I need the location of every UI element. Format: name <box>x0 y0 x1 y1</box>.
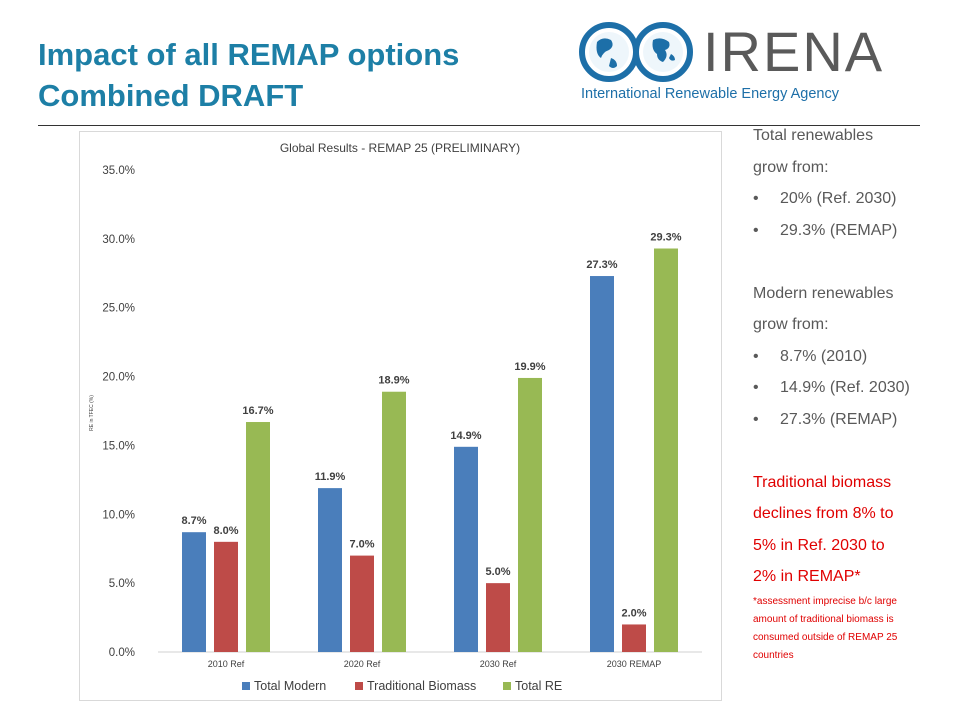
data-label: 19.9% <box>514 361 545 373</box>
bar-chart: Global Results - REMAP 25 (PRELIMINARY) … <box>89 141 702 693</box>
data-label: 14.9% <box>450 430 481 442</box>
data-label: 16.7% <box>242 405 273 417</box>
bullet-glyph: • <box>753 379 759 396</box>
data-label: 29.3% <box>650 231 681 243</box>
y-tick-label: 20.0% <box>102 372 135 384</box>
bar <box>214 541 238 652</box>
bullet-item: • 8.7% (2010) <box>753 341 958 373</box>
slide-title-line-1: Impact of all REMAP options <box>38 37 460 72</box>
side-notes: Total renewables grow from: • 20% (Ref. 2… <box>753 120 958 665</box>
x-tick-label: 2020 Ref <box>344 659 381 669</box>
slide-title-line-2: Combined DRAFT <box>38 78 304 113</box>
bullet-text: 20% (Ref. 2030) <box>780 190 897 207</box>
footnote-line: *assessment imprecise b/c large <box>753 595 897 607</box>
renewables-heading-1: Total renewables <box>753 127 874 144</box>
bullet-item: • 20% (Ref. 2030) <box>753 183 958 215</box>
legend-label: Traditional Biomass <box>367 679 476 693</box>
irena-logo: IRENA International Renewable Energy Age… <box>575 14 895 114</box>
biomass-line: Traditional biomass <box>753 473 892 491</box>
bullet-item: • 29.3% (REMAP) <box>753 215 958 247</box>
data-label: 2.0% <box>621 607 646 619</box>
biomass-line: 2% in REMAP* <box>753 568 861 585</box>
x-tick-label: 2030 Ref <box>480 659 517 669</box>
bullet-glyph: • <box>753 410 759 428</box>
y-axis-label: RE in TFEC (%) <box>89 395 95 431</box>
legend-label: Total Modern <box>254 679 326 693</box>
bullet-text: 8.7% (2010) <box>780 347 868 365</box>
legend-swatch <box>355 682 363 690</box>
bullet-glyph: • <box>753 221 759 239</box>
bar <box>350 555 374 652</box>
title-divider <box>38 125 920 126</box>
modern-heading-1: Modern renewables <box>753 284 894 302</box>
bar <box>318 488 342 652</box>
slide-title: Impact of all REMAP options Combined DRA… <box>38 34 558 116</box>
bullet-item: • 27.3% (REMAP) <box>753 404 958 436</box>
bar <box>622 624 646 652</box>
chart-frame: Global Results - REMAP 25 (PRELIMINARY) … <box>79 131 722 701</box>
renewables-heading-2: grow from: <box>753 158 829 176</box>
bullet-text: 27.3% (REMAP) <box>780 410 898 428</box>
biomass-line: 5% in Ref. 2030 to <box>753 536 885 554</box>
y-tick-label: 30.0% <box>102 234 135 246</box>
x-tick-label: 2030 REMAP <box>607 659 662 669</box>
data-label: 8.7% <box>181 515 206 527</box>
data-label: 27.3% <box>586 259 617 271</box>
bullet-item: • 14.9% (Ref. 2030) <box>753 372 958 404</box>
bullet-text: 14.9% (Ref. 2030) <box>780 379 910 396</box>
globe-logo-icon <box>579 22 693 82</box>
legend: Total Modern Traditional Biomass Total RE <box>242 679 562 693</box>
bar <box>654 248 678 653</box>
bullet-glyph: • <box>753 347 759 365</box>
data-label: 5.0% <box>485 566 510 578</box>
data-label: 18.9% <box>378 375 409 387</box>
biomass-line: declines from 8% to <box>753 505 894 522</box>
bar <box>182 532 206 652</box>
legend-label: Total RE <box>515 679 562 693</box>
data-label: 11.9% <box>315 471 346 483</box>
data-label: 8.0% <box>213 525 238 537</box>
bar <box>454 446 478 652</box>
x-tick-label: 2010 Ref <box>208 659 245 669</box>
y-tick-label: 25.0% <box>102 303 135 315</box>
legend-swatch <box>242 682 250 690</box>
data-label: 7.0% <box>349 539 374 551</box>
bullet-glyph: • <box>753 190 759 207</box>
bullet-text: 29.3% (REMAP) <box>780 221 898 239</box>
bars-group <box>182 248 678 653</box>
footnote-line: amount of traditional biomass is <box>753 613 894 625</box>
chart-title: Global Results - REMAP 25 (PRELIMINARY) <box>280 141 520 155</box>
y-tick-label: 5.0% <box>109 578 135 590</box>
logo-wordmark: IRENA <box>703 20 885 83</box>
y-tick-label: 15.0% <box>102 440 135 452</box>
bar <box>246 422 270 652</box>
y-tick-label: 0.0% <box>109 647 135 659</box>
logo-subtitle: International Renewable Energy Agency <box>581 86 839 102</box>
bar <box>486 583 510 652</box>
bar <box>518 377 542 652</box>
y-axis-ticks: 0.0% 5.0% 10.0% 15.0% 20.0% 25.0% 30.0% 35.0% <box>102 165 135 659</box>
data-labels-group: 8.7% 8.0% 16.7% 11.9% 7.0% 18.9% 14.9% 5.0% 19.9… <box>181 231 681 619</box>
legend-swatch <box>503 682 511 690</box>
x-axis-ticks: 2010 Ref 2020 Ref 2030 Ref 2030 REMAP <box>208 659 662 669</box>
y-tick-label: 35.0% <box>102 165 135 177</box>
footnote-line: countries <box>753 649 794 661</box>
bar <box>590 276 614 652</box>
y-tick-label: 10.0% <box>102 509 135 521</box>
modern-heading-2: grow from: <box>753 316 829 333</box>
footnote-line: consumed outside of REMAP 25 <box>753 631 898 643</box>
bar <box>382 391 406 652</box>
